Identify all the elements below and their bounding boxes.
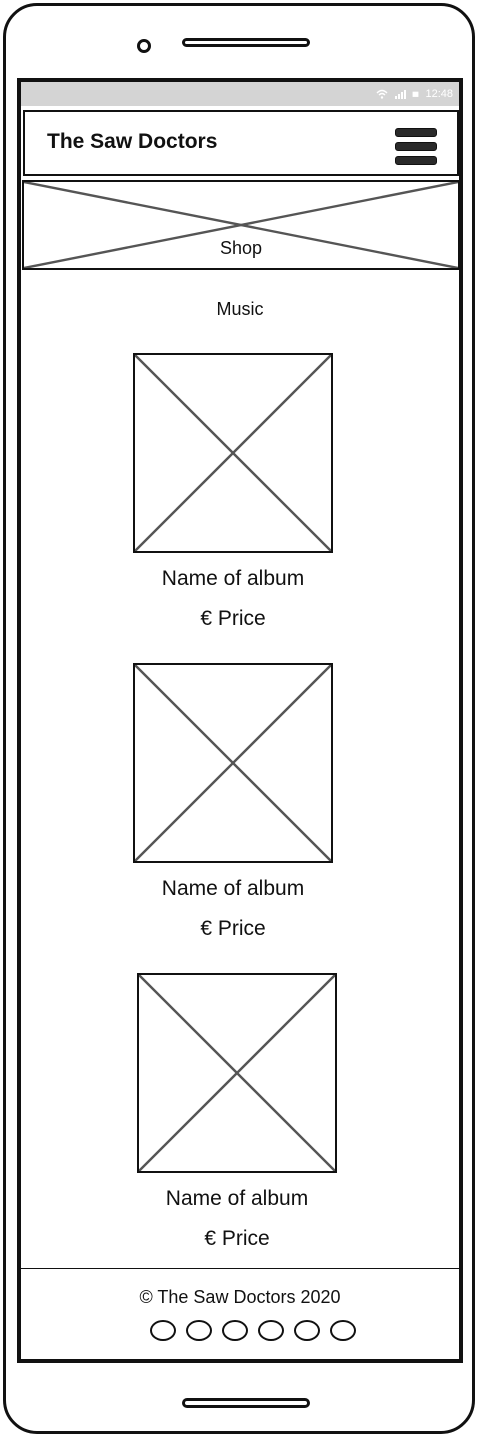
album-price: € Price [200,607,266,630]
social-icon-3[interactable] [222,1320,248,1341]
hamburger-line [395,156,437,165]
hamburger-menu-icon[interactable] [395,128,437,165]
album-price: € Price [204,1227,270,1250]
social-links [150,1320,356,1341]
album-name[interactable]: Name of album [161,567,305,590]
social-icon-2[interactable] [186,1320,212,1341]
album-name[interactable]: Name of album [165,1187,309,1210]
album-name[interactable]: Name of album [161,877,305,900]
section-title: Music [216,299,264,319]
brand-title[interactable]: The Saw Doctors [47,130,218,153]
top-navbar: The Saw Doctors [23,110,459,176]
home-button[interactable] [182,1398,310,1408]
album-card[interactable]: Name of album € Price [133,353,333,630]
album-cover-image[interactable] [133,353,333,553]
image-placeholder-icon [135,355,331,551]
hamburger-line [395,142,437,151]
social-icon-6[interactable] [330,1320,356,1341]
battery-icon [413,91,419,97]
album-cover-image[interactable] [133,663,333,863]
phone-screen: 12:48 The Saw Doctors Shop Music Name of… [17,78,463,1363]
album-card[interactable]: Name of album € Price [133,663,333,940]
album-cover-image[interactable] [137,973,337,1173]
shop-banner-image: Shop [22,180,459,270]
signal-icon [395,90,407,99]
album-card[interactable]: Name of album € Price [137,973,337,1250]
speaker-grille [182,38,310,47]
image-placeholder-icon [24,182,458,268]
social-icon-5[interactable] [294,1320,320,1341]
image-placeholder-icon [139,975,335,1171]
status-bar: 12:48 [21,82,459,106]
social-icon-4[interactable] [258,1320,284,1341]
image-placeholder-icon [135,665,331,861]
album-price: € Price [200,917,266,940]
hamburger-line [395,128,437,137]
wifi-icon [376,89,388,99]
camera-icon [137,39,151,53]
status-time: 12:48 [425,88,453,100]
footer-copyright: © The Saw Doctors 2020 [139,1287,341,1307]
social-icon-1[interactable] [150,1320,176,1341]
footer-divider [21,1268,459,1269]
banner-label: Shop [219,238,263,258]
